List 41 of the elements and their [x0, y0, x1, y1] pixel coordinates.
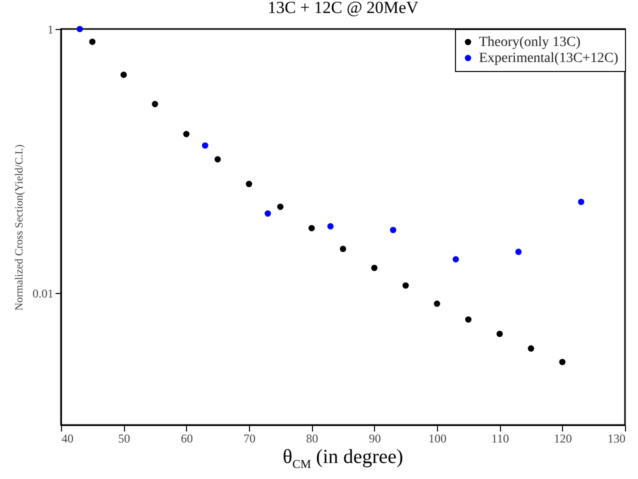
point [327, 223, 334, 230]
point [528, 345, 534, 352]
y-tick-label: 1 [48, 22, 54, 36]
point [578, 198, 584, 206]
point [202, 142, 208, 149]
point [371, 264, 378, 272]
point [452, 256, 459, 262]
point [76, 26, 83, 32]
chart-title: 13C + 12C @ 20MeV [268, 0, 420, 17]
point [308, 224, 315, 232]
x-tick-label: 130 [608, 432, 626, 446]
point [152, 100, 158, 108]
point [434, 300, 440, 307]
point [496, 330, 503, 338]
x-tick-label: 70 [244, 432, 256, 446]
y-tick-label: 0.01 [32, 286, 54, 300]
point [402, 282, 409, 289]
point [246, 180, 252, 188]
x-tick-label: 80 [306, 432, 318, 446]
point [515, 248, 522, 256]
x-tick-label: 40 [62, 432, 74, 446]
x-tick-label: 90 [368, 432, 381, 446]
point [89, 38, 96, 45]
x-tick-label: 50 [118, 432, 130, 446]
x-tick-label: 120 [554, 432, 572, 446]
point [214, 156, 221, 162]
legend-label: Theory(only 13C) [479, 35, 581, 50]
point [277, 204, 284, 210]
legend-label: Experimental(13C+12C) [479, 51, 619, 66]
x-tick-label: 60 [180, 432, 193, 446]
point [465, 316, 472, 323]
x-axis-title: θ$_{CM}$ (in degree) [282, 446, 404, 472]
point [183, 130, 190, 138]
y-axis-title: Normalized Cross Section(Yield/C.I.) [14, 144, 26, 311]
point [559, 358, 566, 366]
x-tick-label: 100 [428, 432, 446, 446]
x-tick-label: 110 [491, 432, 509, 446]
point [120, 72, 127, 78]
point [264, 210, 271, 217]
point [340, 246, 346, 252]
point [390, 226, 396, 234]
